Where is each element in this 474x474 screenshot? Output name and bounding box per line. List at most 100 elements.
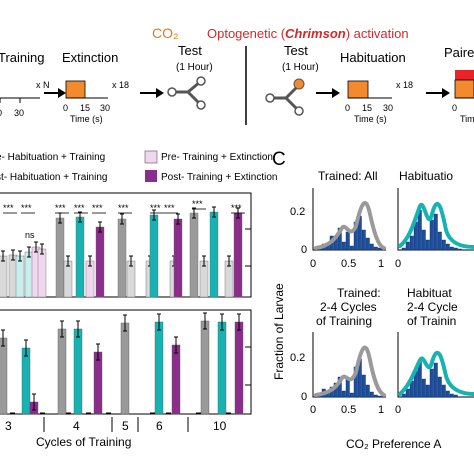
histogram-bar: [445, 243, 450, 251]
bar: [37, 248, 47, 298]
tick-label: 30: [100, 103, 110, 113]
bar: [233, 212, 243, 298]
tick-label: 0: [63, 103, 68, 113]
histogram-bar: [373, 394, 378, 398]
histogram-bar: [449, 246, 454, 251]
legend-label: st- Habituation + Training: [0, 172, 107, 183]
bar: [75, 216, 85, 298]
legend-label: Post- Training + Extinction: [161, 172, 277, 183]
histogram-bar: [341, 390, 346, 398]
x-tick-label: 1: [378, 404, 384, 416]
arrow-head: [332, 88, 340, 98]
cycle-separators: [43, 417, 189, 432]
histogram-bar: [373, 246, 378, 251]
repeat-n-label: x N: [36, 80, 50, 90]
significance-label: ***: [3, 203, 14, 213]
bar: [55, 217, 65, 298]
bar: [120, 322, 130, 415]
histogram-bar: [341, 241, 346, 251]
x-tick-label: 0.5: [341, 258, 356, 270]
significance-label: ***: [92, 203, 103, 213]
tick-label: 0: [452, 103, 457, 113]
histogram-bar: [377, 247, 382, 251]
histogram-title: Trained: All: [318, 169, 378, 183]
arrow-head: [156, 88, 164, 98]
cycle-label: 10: [213, 419, 227, 433]
histogram-bar: [433, 362, 438, 398]
histogram-bar: [349, 392, 354, 398]
test-right-label: Test: [284, 43, 308, 58]
x-tick-label: 0.5: [341, 404, 356, 416]
histogram-bar: [449, 393, 454, 398]
opto-header-label: Optogenetic (Chrimson) activation: [207, 26, 409, 41]
bar: [173, 218, 183, 298]
legend-swatch: [145, 170, 157, 182]
y-tick-label: 0.2: [290, 352, 305, 364]
y-tick-label: 0: [301, 244, 307, 256]
cycle-label: 6: [156, 419, 163, 433]
histogram-fits: [314, 201, 474, 397]
histogram-bar: [429, 368, 434, 398]
histogram-title: Habituat: [407, 286, 452, 300]
histogram-title: of Training: [316, 314, 372, 328]
cycle-label: 3: [5, 419, 12, 433]
tick-label: 30: [383, 103, 393, 113]
histogram-bar: [345, 231, 350, 251]
histogram-bar: [345, 378, 350, 398]
histogram-bar: [337, 376, 342, 398]
histogram-title: 2-4 Cycle: [407, 300, 458, 314]
significance-label: ***: [21, 203, 32, 213]
histogram-bar: [437, 376, 442, 398]
significance-labels: *** ***ns*** *** *** *** *** *** *** ***: [3, 199, 245, 240]
bar: [95, 226, 105, 298]
paired-label: Paire: [444, 45, 474, 60]
histogram-bar: [441, 239, 446, 251]
bar: [117, 218, 127, 298]
significance-label: ***: [118, 203, 129, 213]
histogram-bar: [405, 241, 410, 251]
x-tick-label: 0: [395, 258, 401, 270]
arrow-head: [442, 88, 450, 98]
test-left-label: Test: [178, 43, 202, 58]
bar: [0, 255, 8, 298]
significance-label: ***: [74, 203, 85, 213]
histogram-bar: [349, 245, 354, 251]
histogram-title: Trained:: [337, 286, 381, 300]
bar: [171, 344, 181, 415]
repeat-label: x 18: [112, 80, 129, 90]
cycle-label: 5: [122, 419, 129, 433]
significance-label: ***: [150, 203, 161, 213]
significance-label: ***: [231, 203, 242, 213]
time-axis-label: Tim: [460, 114, 474, 124]
histogram-bar: [425, 384, 430, 398]
cycle-label: 4: [73, 419, 80, 433]
histogram-bar: [361, 229, 366, 251]
tick-label: 15: [80, 103, 90, 113]
repeat-label: x 18: [396, 80, 413, 90]
histogram-bar: [369, 243, 374, 251]
test-left-sublabel: (1 Hour): [176, 62, 213, 73]
legend-label: Pre- Training + Extinction: [161, 152, 273, 163]
histogram-bar: [433, 213, 438, 251]
histogram-bar: [445, 390, 450, 398]
histogram-bar: [365, 237, 370, 251]
extinction-label: Extinction: [62, 50, 118, 65]
x-tick-label: 1: [378, 258, 384, 270]
legend-swatch: [144, 150, 158, 164]
y-maze-icon: [167, 76, 206, 110]
time-axis-label: Time (s): [70, 114, 103, 124]
histogram-bar: [409, 235, 414, 251]
tick-label: 30: [14, 108, 24, 118]
test-right-sublabel: (1 Hour): [282, 62, 319, 73]
co2-pulse-block: [454, 79, 474, 99]
histogram-bar: [453, 394, 458, 398]
bar: [0, 337, 8, 415]
x-tick-label: 0: [310, 404, 316, 416]
training-label: Training: [0, 50, 44, 65]
bar: [149, 214, 159, 298]
x-tick-label: 0: [395, 404, 401, 416]
bar: [209, 211, 219, 298]
histogram-bar: [421, 378, 426, 398]
histogram-bar: [377, 395, 382, 398]
